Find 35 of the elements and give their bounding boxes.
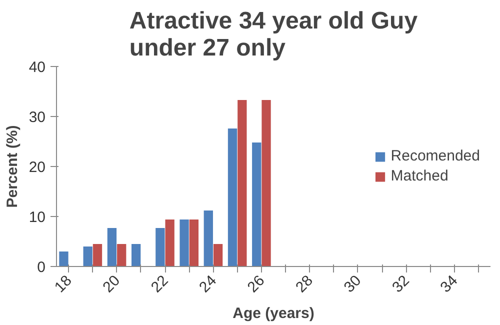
bar [107,228,117,266]
bar [117,244,126,266]
legend-label: Recomended [390,148,480,164]
bar [92,244,102,266]
bar [180,220,189,266]
x-tick-label: 28 [292,272,316,296]
bar [252,142,262,266]
x-tick-label: 24 [196,272,220,296]
bar [213,244,223,266]
x-tick-label: 18 [51,272,76,296]
y-tick-label: 30 [28,109,46,126]
chart-title: Atractive 34 year old Guy under 27 only [129,8,418,62]
x-tick-label: 34 [437,272,462,296]
y-tick-label: 40 [28,59,46,76]
x-tick-label: 30 [340,272,365,296]
x-tick-label: 32 [389,272,413,296]
x-tick-label: 22 [148,272,172,296]
bar [204,210,213,266]
bar [189,220,199,266]
bar [238,100,247,266]
x-tick-label: 26 [244,272,268,296]
bar [156,228,165,266]
bar [228,128,238,266]
y-tick-label: 10 [28,209,46,226]
bar [83,246,92,266]
y-tick-label: 0 [37,259,46,276]
bar [131,244,141,266]
x-tick-label: 20 [100,272,124,296]
y-tick-label: 20 [28,159,46,176]
bar [165,220,174,266]
y-axis-title: Percent (%) [4,125,21,208]
legend-label: Matched [390,168,448,184]
x-axis-title: Age (years) [232,305,314,322]
bar [262,100,271,266]
bar [59,252,68,266]
